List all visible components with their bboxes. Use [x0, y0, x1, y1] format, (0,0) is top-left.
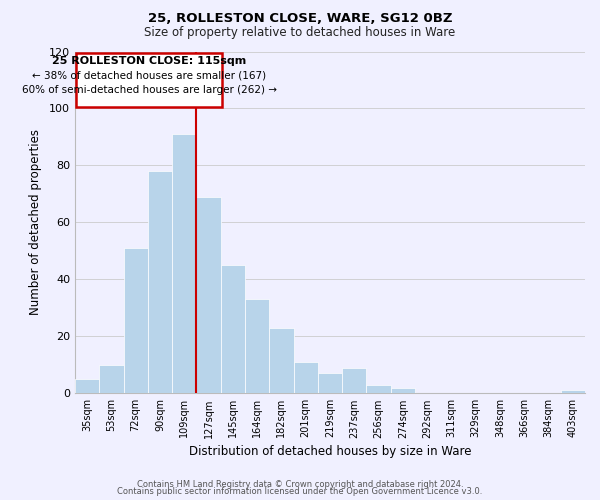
Bar [293, 362, 318, 394]
Bar [342, 368, 367, 394]
Bar [269, 328, 293, 394]
FancyBboxPatch shape [76, 53, 222, 107]
Text: Contains public sector information licensed under the Open Government Licence v3: Contains public sector information licen… [118, 488, 482, 496]
Bar [124, 248, 148, 394]
Bar [561, 390, 585, 394]
Bar [172, 134, 196, 394]
Bar [367, 385, 391, 394]
Text: 25 ROLLESTON CLOSE: 115sqm: 25 ROLLESTON CLOSE: 115sqm [52, 56, 246, 66]
Bar [75, 379, 99, 394]
Bar [196, 197, 221, 394]
Text: ← 38% of detached houses are smaller (167): ← 38% of detached houses are smaller (16… [32, 70, 266, 81]
Text: 60% of semi-detached houses are larger (262) →: 60% of semi-detached houses are larger (… [22, 85, 277, 95]
Bar [221, 265, 245, 394]
Bar [148, 171, 172, 394]
Y-axis label: Number of detached properties: Number of detached properties [29, 130, 42, 316]
X-axis label: Distribution of detached houses by size in Ware: Distribution of detached houses by size … [189, 444, 471, 458]
Bar [318, 374, 342, 394]
Bar [391, 388, 415, 394]
Text: Contains HM Land Registry data © Crown copyright and database right 2024.: Contains HM Land Registry data © Crown c… [137, 480, 463, 489]
Text: Size of property relative to detached houses in Ware: Size of property relative to detached ho… [145, 26, 455, 39]
Bar [245, 300, 269, 394]
Bar [99, 365, 124, 394]
Text: 25, ROLLESTON CLOSE, WARE, SG12 0BZ: 25, ROLLESTON CLOSE, WARE, SG12 0BZ [148, 12, 452, 26]
